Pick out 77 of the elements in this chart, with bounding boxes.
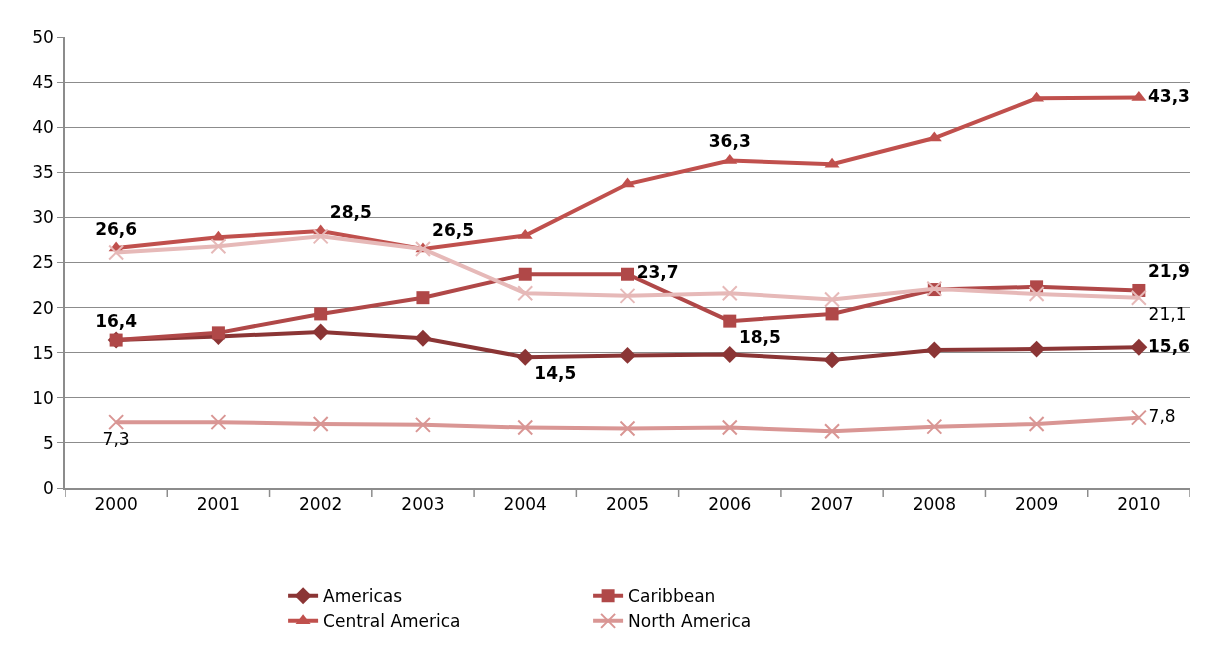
point [314, 307, 328, 321]
point [414, 416, 431, 433]
legend-label: Caribbean [628, 586, 716, 607]
point [1130, 409, 1147, 426]
point [517, 419, 534, 436]
x-tick-label: 2009 [1014, 494, 1059, 515]
legend-label: North America [628, 611, 752, 632]
x-tick-label: 2002 [299, 494, 343, 515]
point [721, 285, 738, 302]
point [1028, 415, 1045, 432]
point [721, 419, 738, 436]
x-tick-label: 2005 [605, 494, 650, 515]
y-tick-label: 30 [32, 207, 54, 228]
point [1028, 340, 1046, 358]
point [108, 414, 125, 431]
point [414, 240, 431, 257]
point [619, 287, 636, 304]
data-label: 26,6 [95, 218, 138, 239]
y-tick-label: 25 [32, 252, 54, 273]
data-label: 36,3 [708, 131, 751, 152]
point [1130, 289, 1147, 306]
y-tick-label: 50 [32, 26, 54, 47]
point [518, 267, 532, 281]
point [210, 414, 227, 431]
point [210, 238, 227, 255]
point [823, 351, 841, 369]
point [416, 291, 430, 305]
point [824, 423, 841, 440]
legend-label: Central America [323, 611, 461, 632]
y-tick-label: 0 [43, 477, 54, 498]
point [723, 314, 737, 328]
legend-label: Americas [323, 586, 403, 607]
point [619, 346, 636, 364]
point [517, 285, 534, 302]
data-label: 23,7 [636, 262, 679, 283]
point [211, 326, 225, 340]
data-label: 7,8 [1148, 405, 1176, 426]
y-tick-label: 45 [32, 72, 54, 93]
point [925, 341, 943, 359]
point [312, 228, 329, 245]
y-tick-label: 40 [32, 117, 54, 138]
data-label: 7,3 [102, 428, 130, 449]
point [516, 348, 534, 366]
y-tick-label: 15 [32, 342, 54, 363]
x-tick-label: 2000 [94, 494, 138, 515]
point [721, 346, 739, 363]
y-tick-label: 10 [32, 387, 54, 408]
point [312, 415, 329, 432]
point [621, 267, 634, 281]
data-label: 18,5 [738, 327, 781, 348]
point [414, 329, 432, 347]
point [619, 420, 636, 437]
data-label: 43,3 [1147, 85, 1190, 106]
y-tick-label: 5 [43, 432, 54, 453]
point [824, 291, 841, 308]
y-tick-label: 20 [32, 297, 54, 318]
x-tick-label: 2007 [810, 494, 854, 515]
x-tick-label: 2003 [401, 494, 445, 515]
x-tick-label: 2001 [196, 494, 241, 515]
x-tick-label: 2008 [912, 494, 956, 515]
x-tick-label: 2004 [503, 494, 547, 515]
x-tick-label: 2006 [708, 494, 752, 515]
point [825, 307, 839, 321]
point [1028, 286, 1045, 303]
data-label: 28,5 [329, 201, 372, 222]
data-label: 26,5 [432, 219, 475, 240]
point [312, 323, 330, 341]
point [926, 418, 943, 435]
data-label: 16,4 [95, 310, 138, 331]
data-label: 21,9 [1147, 261, 1190, 282]
data-label: 21,1 [1148, 304, 1187, 325]
y-tick-label: 35 [32, 162, 54, 183]
data-label: 15,6 [1147, 335, 1190, 356]
point [1130, 338, 1148, 356]
x-tick-label: 2010 [1117, 494, 1161, 515]
data-label: 14,5 [534, 363, 577, 384]
point [108, 244, 125, 261]
